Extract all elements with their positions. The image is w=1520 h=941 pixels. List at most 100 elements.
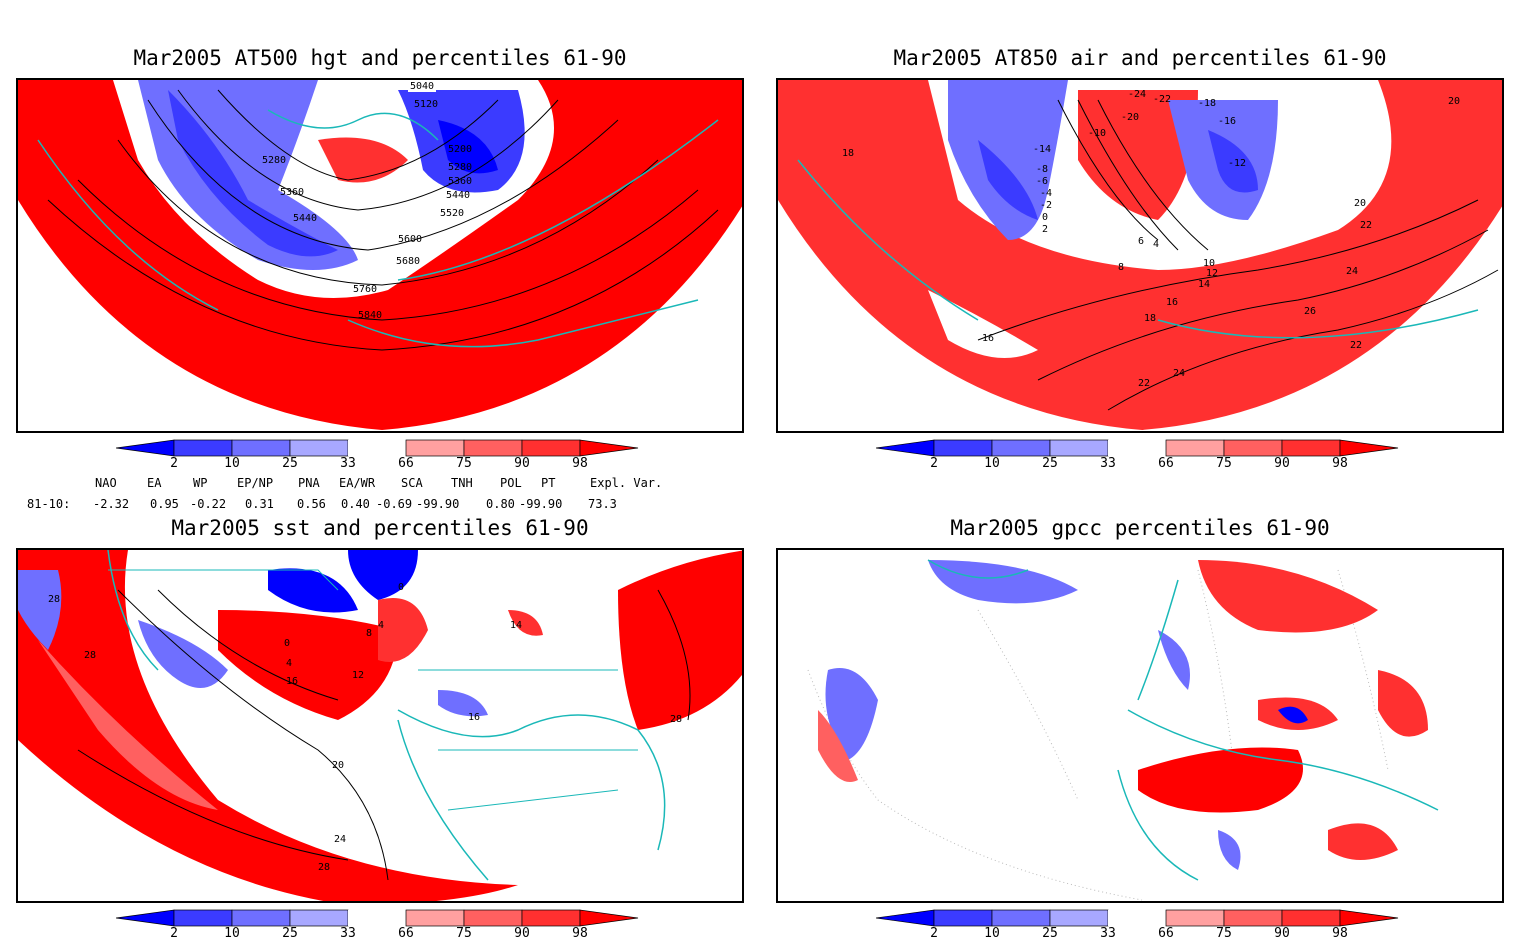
- colorbar-segment: [991, 909, 1051, 927]
- contour-label: [408, 80, 436, 92]
- index-value: 0.40: [341, 497, 370, 511]
- colorbar-tick-label: 2: [930, 926, 938, 941]
- contour-label-text: 5520: [440, 208, 464, 219]
- colorbar-gpcc: [876, 909, 1399, 927]
- colorbar-segment: [463, 909, 523, 927]
- map-panel-air850: -24 -22 -18 -20 -16 -14 -12 -10 -8 -6 -4…: [776, 78, 1504, 433]
- contour-label-text: -18: [1198, 98, 1216, 109]
- contour-label-text: 5840: [358, 310, 382, 321]
- colorbar-air850: [876, 439, 1399, 457]
- contour-label-text: 12: [352, 670, 364, 681]
- colorbar-segment: [579, 439, 639, 457]
- panel-title-sst: Mar2005 sst and percentiles 61-90: [171, 516, 589, 540]
- contour-label-text: 6: [1138, 236, 1144, 247]
- contour-label-text: 12: [1206, 268, 1218, 279]
- colorbar-segment: [289, 439, 349, 457]
- contour-label-text: 5600: [398, 234, 422, 245]
- contour-label-text: -10: [1088, 128, 1106, 139]
- index-value: 0.56: [297, 497, 326, 511]
- colorbar-segment: [289, 909, 349, 927]
- colorbar-tick-label: 90: [1274, 926, 1290, 941]
- contour-label-text: 5280: [448, 162, 472, 173]
- colorbar-segment: [348, 440, 406, 456]
- contour-label-text: 5360: [280, 187, 304, 198]
- colorbar-tick-label: 10: [224, 456, 240, 471]
- colorbar-segment: [1049, 439, 1109, 457]
- index-value: -2.32: [93, 497, 130, 511]
- contour-label-text: 5760: [353, 284, 377, 295]
- index-value: 0.95: [150, 497, 179, 511]
- colorbar-tick-label: 33: [1100, 926, 1116, 941]
- colorbar-segment: [1281, 439, 1341, 457]
- contour-label-text: -22: [1153, 94, 1171, 105]
- contour-label-text: -2: [1040, 200, 1052, 211]
- colorbar-segment: [1049, 909, 1109, 927]
- colorbar-hgt500: [116, 439, 639, 457]
- index-value: -99.90: [416, 497, 460, 511]
- colorbar-tick-label: 25: [1042, 456, 1058, 471]
- colorbar-tick-label: 66: [398, 926, 414, 941]
- contour-label-text: 20: [1448, 96, 1460, 107]
- contour-label-text: 10: [1203, 258, 1215, 269]
- contour-label-text: 18: [1144, 313, 1156, 324]
- colorbar-segment: [1165, 909, 1225, 927]
- map-panel-hgt500: 5040 5120 5200 5280 5360 5440 5520 5600 …: [16, 78, 744, 433]
- colorbar-segment: [231, 439, 291, 457]
- contour-label-text: -6: [1036, 176, 1048, 187]
- colorbar-segment: [876, 439, 935, 457]
- contour-label-text: -20: [1121, 112, 1139, 123]
- colorbar-segment: [405, 439, 465, 457]
- colorbar-segment: [1339, 439, 1399, 457]
- contour-label-text: 0: [1042, 212, 1048, 223]
- colorbar-segment: [116, 439, 175, 457]
- contour-label-text: -4: [1040, 188, 1052, 199]
- colorbar-tick-label: 90: [514, 926, 530, 941]
- contour-label-text: 0: [284, 638, 290, 649]
- contour-label-text: 20: [1354, 198, 1366, 209]
- contour-label-text: 24: [334, 834, 346, 845]
- colorbar-segment: [933, 909, 993, 927]
- colorbar-tick-label: 66: [1158, 926, 1174, 941]
- colorbar-segment: [933, 439, 993, 457]
- colorbar-segment: [521, 909, 581, 927]
- colorbar-tick-label: 90: [1274, 456, 1290, 471]
- colorbar-segment: [521, 439, 581, 457]
- colorbar-tick-label: 66: [398, 456, 414, 471]
- map-panel-sst: 28 28 0 4 8 12 16 20 24 28 16 14 4 0 28: [16, 548, 744, 903]
- contour-label-text: 14: [510, 620, 522, 631]
- colorbar-segment: [173, 439, 233, 457]
- colorbar-tick-label: 98: [1332, 456, 1348, 471]
- panel-title-gpcc: Mar2005 gpcc percentiles 61-90: [950, 516, 1330, 540]
- colorbar-segment: [579, 909, 639, 927]
- contour-label-text: 14: [1198, 279, 1210, 290]
- colorbar-tick-label: 2: [930, 456, 938, 471]
- index-header: EP/NP: [237, 476, 274, 490]
- colorbar-tick-label: 33: [340, 456, 356, 471]
- index-value: 0.31: [245, 497, 274, 511]
- colorbar-tick-label: 66: [1158, 456, 1174, 471]
- contour-label-text: 5440: [446, 190, 470, 201]
- contour-label-text: 5440: [293, 213, 317, 224]
- contour-label-text: 4: [378, 620, 384, 631]
- index-value: -0.69: [376, 497, 413, 511]
- colorbar-tick-label: 33: [340, 926, 356, 941]
- contour-label-text: -14: [1033, 144, 1051, 155]
- colorbar-tick-label: 33: [1100, 456, 1116, 471]
- colorbar-tick-label: 25: [282, 456, 298, 471]
- contour-label-text: 18: [842, 148, 854, 159]
- contour-label-text: 2: [1042, 224, 1048, 235]
- colorbar-tick-label: 75: [1216, 926, 1232, 941]
- colorbar-segment: [1108, 910, 1166, 926]
- contour-label-text: -12: [1228, 158, 1246, 169]
- contour-label-text: 16: [982, 333, 994, 344]
- colorbar-segment: [463, 439, 523, 457]
- index-row-label: 81-10:: [27, 497, 71, 511]
- index-header: TNH: [451, 476, 473, 490]
- index-value: 0.80: [486, 497, 515, 511]
- contour-label-text: -24: [1128, 89, 1146, 100]
- panel-title-air850: Mar2005 AT850 air and percentiles 61-90: [893, 46, 1387, 70]
- contour-label-text: 4: [286, 658, 292, 669]
- contour-label-text: -16: [1218, 116, 1236, 127]
- map-panel-gpcc: [776, 548, 1504, 903]
- colorbar-tick-label: 75: [1216, 456, 1232, 471]
